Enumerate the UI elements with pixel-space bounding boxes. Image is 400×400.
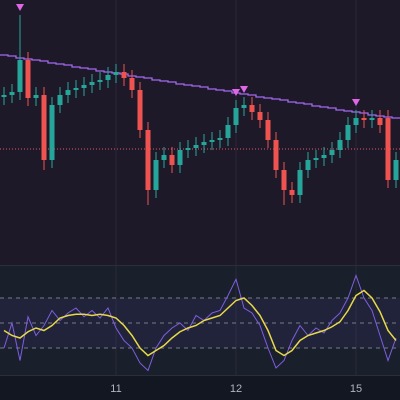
candle-body (169, 155, 175, 165)
candle-body (233, 108, 239, 125)
candle-body (369, 118, 375, 120)
signal-marker (16, 4, 24, 11)
candle-body (329, 150, 335, 155)
candle-body (17, 60, 23, 92)
candle-body (105, 75, 111, 80)
candle-body (137, 90, 143, 130)
candle-body (337, 140, 343, 150)
candle-body (153, 160, 159, 190)
candle-body (257, 112, 263, 120)
main-pane (0, 0, 400, 265)
x-tick-label: 11 (110, 383, 121, 395)
candle-body (241, 105, 247, 108)
candle-body (129, 78, 135, 90)
candle-body (81, 85, 87, 88)
oscillator-line (3, 289, 397, 357)
candle-body (321, 155, 327, 158)
candle-body (89, 82, 95, 85)
resistance-line (0, 54, 400, 119)
x-tick-label: 12 (230, 383, 242, 395)
candle-body (209, 140, 215, 142)
candle-body (313, 158, 319, 160)
candle-body (49, 105, 55, 160)
candle-body (113, 72, 119, 75)
candle-body (145, 130, 151, 190)
candle-body (225, 125, 231, 138)
candle-body (177, 150, 183, 165)
candle-body (201, 142, 207, 145)
candle-body (297, 170, 303, 195)
signal-marker (352, 99, 360, 106)
candle-body (41, 95, 47, 160)
candle-body (73, 88, 79, 90)
candle-body (121, 72, 127, 78)
candle-body (281, 170, 287, 190)
oscillator-pane (0, 266, 400, 375)
x-tick-label: 15 (350, 383, 362, 395)
candle-body (25, 60, 31, 98)
signal-marker (240, 86, 248, 93)
candle-body (249, 105, 255, 112)
candle-body (393, 160, 399, 180)
candle-body (289, 190, 295, 195)
candle-body (377, 118, 383, 125)
candle-body (1, 95, 7, 97)
candle-body (345, 125, 351, 140)
candle-body (193, 145, 199, 148)
candle-body (305, 160, 311, 170)
candle-body (65, 90, 71, 95)
candle-body (57, 95, 63, 105)
signal-marker (232, 89, 240, 96)
candle-body (273, 140, 279, 170)
candle-body (217, 138, 223, 140)
oscillator-line (3, 274, 397, 372)
candle-body (265, 120, 271, 140)
candle-body (97, 80, 103, 82)
candle-body (185, 148, 191, 150)
candle-body (9, 92, 15, 95)
candle-body (353, 118, 359, 125)
candle-body (161, 155, 167, 160)
candle-body (361, 118, 367, 120)
candle-body (33, 95, 39, 98)
candle-body (385, 118, 391, 180)
